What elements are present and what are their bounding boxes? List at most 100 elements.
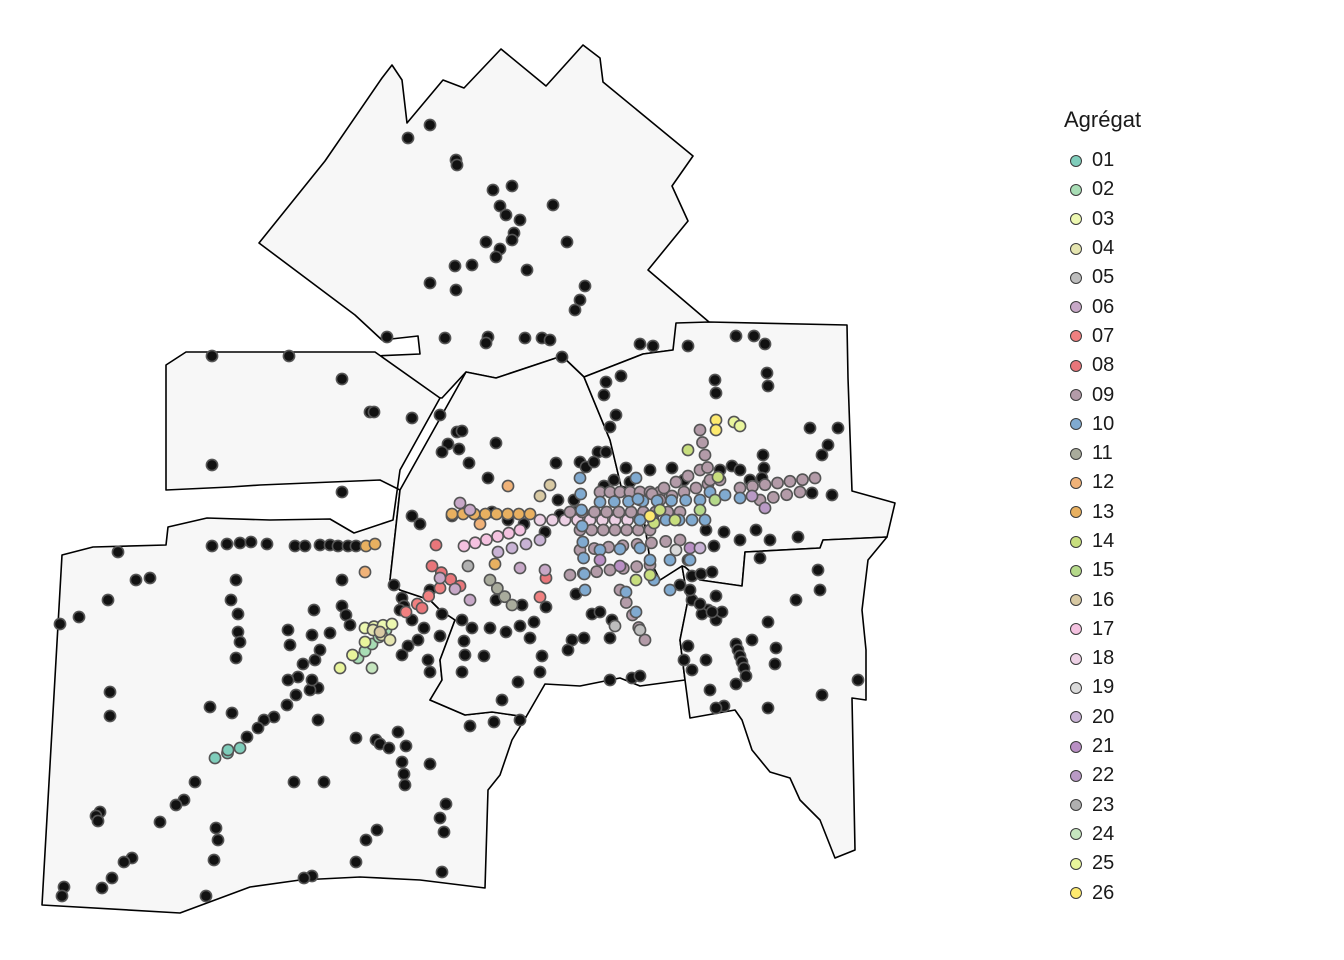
cluster-point <box>733 419 747 433</box>
unclustered-point <box>483 621 497 635</box>
cluster-point <box>643 568 657 582</box>
unclustered-point <box>520 263 534 277</box>
unclustered-point <box>55 889 69 903</box>
cluster-point <box>685 513 699 527</box>
unclustered-point <box>207 853 221 867</box>
cluster-point <box>453 496 467 510</box>
unclustered-point <box>462 456 476 470</box>
cluster-point <box>425 559 439 573</box>
cluster-point <box>519 537 533 551</box>
legend-item: 12 <box>1064 468 1141 497</box>
unclustered-point <box>791 530 805 544</box>
legend-item-label: 20 <box>1092 705 1115 728</box>
legend-item: 18 <box>1064 644 1141 673</box>
cluster-point <box>771 476 784 490</box>
cluster-point <box>578 583 592 597</box>
unclustered-point <box>433 811 447 825</box>
unclustered-point <box>281 673 295 687</box>
unclustered-point <box>546 198 560 212</box>
unclustered-point <box>435 445 449 459</box>
unclustered-point <box>455 665 469 679</box>
unclustered-point <box>105 871 119 885</box>
legend-item: 06 <box>1064 292 1141 321</box>
unclustered-point <box>831 421 845 435</box>
unclustered-point <box>499 625 513 639</box>
legend-item-label: 23 <box>1092 793 1115 816</box>
unclustered-point <box>323 626 337 640</box>
cluster-point <box>505 541 519 555</box>
unclustered-point <box>599 375 613 389</box>
cluster-point <box>643 553 657 567</box>
cluster-point <box>513 561 527 575</box>
legend-item-label: 13 <box>1092 500 1115 523</box>
unclustered-point <box>297 871 311 885</box>
cluster-point <box>385 617 399 631</box>
unclustered-point <box>423 757 437 771</box>
unclustered-point <box>129 573 143 587</box>
unclustered-point <box>450 158 464 172</box>
cluster-point <box>512 507 526 521</box>
legend-key-swatch <box>1070 271 1082 284</box>
cluster-point <box>619 585 633 599</box>
legend-item-label: 07 <box>1092 324 1115 347</box>
unclustered-point <box>395 648 409 662</box>
unclustered-point <box>205 458 219 472</box>
unclustered-point <box>815 688 829 702</box>
cluster-point <box>668 513 682 527</box>
cluster-point <box>533 533 547 547</box>
cluster-point <box>208 751 222 765</box>
unclustered-point <box>53 617 67 631</box>
unclustered-point <box>813 583 827 597</box>
unclustered-point <box>401 131 415 145</box>
unclustered-point <box>370 823 384 837</box>
unclustered-point <box>505 233 519 247</box>
legend-item-label: 18 <box>1092 647 1115 670</box>
unclustered-point <box>487 715 501 729</box>
cluster-point <box>433 571 447 585</box>
unclustered-point <box>435 607 449 621</box>
unclustered-point <box>603 673 617 687</box>
cluster-point <box>365 661 379 675</box>
cluster-point <box>665 494 678 507</box>
unclustered-point <box>313 643 327 657</box>
legend-item: 17 <box>1064 615 1141 644</box>
unclustered-point <box>367 405 381 419</box>
unclustered-point <box>240 730 254 744</box>
unclustered-point <box>539 600 553 614</box>
cluster-point <box>577 567 591 581</box>
legend-item: 04 <box>1064 234 1141 263</box>
cluster-point <box>663 583 677 597</box>
unclustered-point <box>457 634 471 648</box>
legend-item: 07 <box>1064 322 1141 351</box>
cluster-point <box>358 565 372 579</box>
legend-item-label: 02 <box>1092 178 1115 201</box>
cluster-point <box>638 633 652 647</box>
legend-item: 02 <box>1064 175 1141 204</box>
cluster-point <box>346 648 359 662</box>
unclustered-point <box>597 388 611 402</box>
point-layer <box>53 118 865 903</box>
cluster-point <box>783 474 797 488</box>
cluster-point <box>358 635 372 649</box>
legend-key-swatch <box>1070 652 1082 665</box>
unclustered-point <box>417 621 431 635</box>
unclustered-point <box>225 706 239 720</box>
unclustered-point <box>749 523 763 537</box>
unclustered-point <box>231 607 245 621</box>
unclustered-point <box>733 463 747 477</box>
cluster-point <box>490 507 503 521</box>
cluster-point <box>368 537 382 551</box>
unclustered-point <box>703 683 717 697</box>
unclustered-point <box>220 537 234 551</box>
unclustered-point <box>103 685 117 699</box>
legend-title: Agrégat <box>1064 107 1142 132</box>
cluster-point <box>698 448 712 462</box>
unclustered-point <box>603 420 617 434</box>
unclustered-point <box>607 473 621 487</box>
unclustered-point <box>513 713 527 727</box>
cluster-point <box>645 536 658 550</box>
cluster-point <box>693 503 707 517</box>
cluster-point <box>659 535 673 548</box>
unclustered-point <box>761 379 775 393</box>
unclustered-point <box>527 615 541 629</box>
